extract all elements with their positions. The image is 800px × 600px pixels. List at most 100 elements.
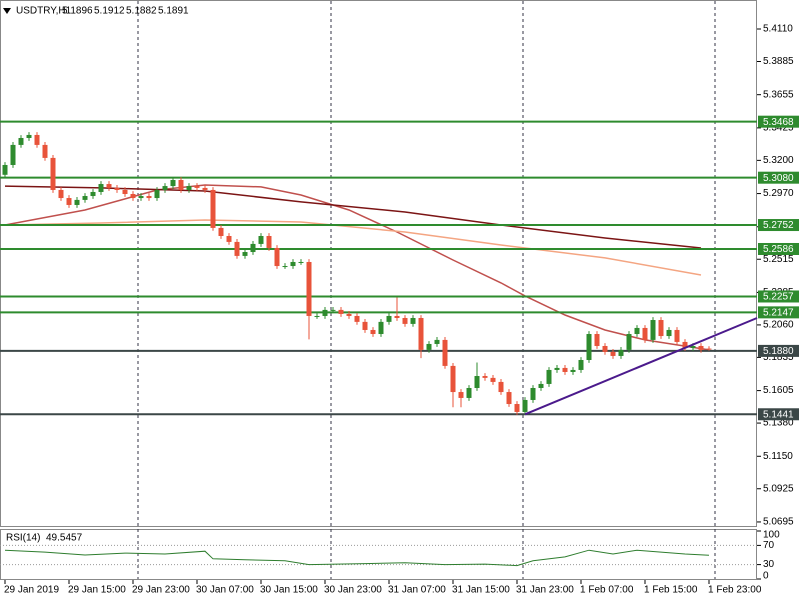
candle-body <box>202 187 208 190</box>
candle-body <box>234 241 240 256</box>
y-tick-label: 5.1835 <box>763 352 794 363</box>
candle-body <box>394 315 400 318</box>
y-tick-label: 5.1380 <box>763 418 794 429</box>
level-label: 5.2147 <box>763 308 794 319</box>
rsi-value: 49.5457 <box>46 533 83 544</box>
level-label: 5.3468 <box>763 117 794 128</box>
x-tick-label: 30 Jan 15:00 <box>260 585 318 596</box>
candle-body <box>386 315 392 322</box>
candle-body <box>194 186 200 188</box>
level-label: 5.1880 <box>763 346 794 357</box>
candle-body <box>682 341 688 349</box>
level-label: 5.3080 <box>763 173 794 184</box>
candle-body <box>426 343 432 350</box>
candle-body <box>578 359 584 370</box>
x-tick-label: 1 Feb 15:00 <box>644 585 698 596</box>
candle-body <box>34 134 40 145</box>
candle-body <box>266 236 272 248</box>
line-series <box>4 184 710 351</box>
candle-body <box>698 345 704 350</box>
candle-body <box>362 321 368 330</box>
candle-body <box>58 189 64 199</box>
candle-body <box>642 327 648 340</box>
chart-title: USDTRY,H1 <box>16 6 72 17</box>
level-label: 5.2257 <box>763 292 794 303</box>
candle-body <box>418 317 424 350</box>
candle-body <box>666 329 672 337</box>
candle-body <box>658 320 664 337</box>
levels <box>0 120 757 416</box>
candle-body <box>66 198 72 205</box>
x-tick-label: 1 Feb 07:00 <box>580 585 634 596</box>
x-tick-label: 1 Feb 23:00 <box>708 585 762 596</box>
open-value: 5.1896 <box>62 6 93 17</box>
candle-body <box>506 392 512 405</box>
level-label-box <box>758 408 799 421</box>
candle-body <box>370 329 376 335</box>
candle-body <box>10 144 16 165</box>
candle-body <box>82 196 88 200</box>
candle-body <box>98 184 104 192</box>
candle-body <box>178 179 184 190</box>
candle-body <box>522 399 528 412</box>
candle-body <box>322 309 328 316</box>
candle-body <box>602 345 608 352</box>
candle-body <box>50 157 56 190</box>
line-series <box>4 219 702 276</box>
candle-body <box>554 367 560 370</box>
low-value: 5.1882 <box>126 6 157 17</box>
rsi-tick-label: 70 <box>763 540 775 551</box>
y-tick-label: 5.2515 <box>763 254 794 265</box>
candle-body <box>482 376 488 378</box>
x-tick-label: 30 Jan 23:00 <box>324 585 382 596</box>
candle-body <box>18 137 24 145</box>
candle-body <box>250 243 256 253</box>
candle-body <box>290 261 296 267</box>
candle-body <box>122 189 128 194</box>
candle-body <box>90 191 96 197</box>
candle-body <box>138 196 144 199</box>
close-value: 5.1891 <box>158 6 189 17</box>
level-label-box <box>758 344 799 357</box>
candle-body <box>186 186 192 190</box>
candle-body <box>2 164 8 175</box>
menu-arrow[interactable] <box>3 8 11 14</box>
level-label-box <box>758 242 799 255</box>
main-panel <box>0 0 757 527</box>
y-tick-label: 5.2970 <box>763 188 794 199</box>
rsi-tick-label: 100 <box>763 530 780 541</box>
y-tick-label: 5.2060 <box>763 320 794 331</box>
y-tick-label: 5.1150 <box>763 451 793 462</box>
candle-body <box>586 334 592 360</box>
candle-body <box>690 345 696 349</box>
level-label-box <box>758 115 799 128</box>
high-value: 5.1912 <box>94 6 125 17</box>
candle-body <box>674 329 680 342</box>
candle-body <box>170 179 176 187</box>
candle-body <box>338 309 344 314</box>
candle-body <box>162 186 168 190</box>
candle-body <box>538 383 544 388</box>
candle-body <box>282 266 288 268</box>
line-series <box>4 549 710 567</box>
candle-body <box>434 339 440 344</box>
y-tick-label: 5.3200 <box>763 155 794 166</box>
x-tick-label: 29 Jan 15:00 <box>68 585 126 596</box>
level-label-box <box>758 171 799 184</box>
candle-body <box>458 392 464 398</box>
candle-body <box>626 334 632 350</box>
candle-body <box>450 365 456 393</box>
candle-body <box>274 247 280 267</box>
y-tick-label: 5.0695 <box>763 517 794 528</box>
candle-body <box>474 376 480 388</box>
candle-body <box>226 236 232 242</box>
level-label-box <box>758 290 799 303</box>
candle-body <box>26 134 32 138</box>
candle-body <box>154 189 160 199</box>
candle-body <box>562 367 568 372</box>
y-tick-label: 5.3425 <box>763 123 794 134</box>
y-tick-label: 5.1605 <box>763 385 794 396</box>
line-series <box>524 317 758 416</box>
candle-body <box>618 349 624 356</box>
